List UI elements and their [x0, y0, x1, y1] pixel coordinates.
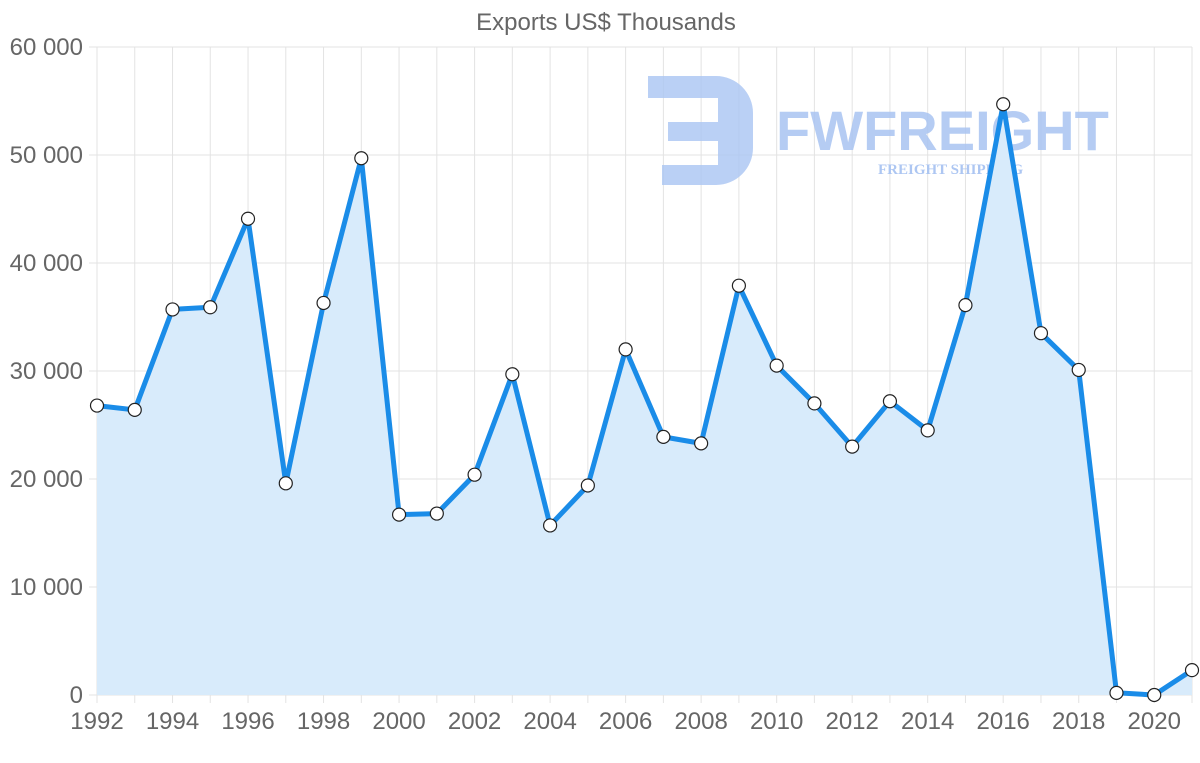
y-tick-label: 10 000: [10, 574, 83, 601]
y-axis-ticks: 0 10 000 20 000 30 000 40 000 50 000 60 000: [10, 34, 83, 709]
data-point-2020[interactable]: [1147, 687, 1162, 703]
watermark-brand: FWFREIGHT: [776, 99, 1109, 162]
series-line-exports: [94, 101, 1195, 698]
x-tick-label: 2016: [977, 708, 1030, 735]
data-point-2005[interactable]: [580, 478, 595, 493]
x-tick-label: 1998: [297, 708, 350, 735]
data-point-2013[interactable]: [882, 394, 898, 409]
x-tick-label: 2012: [825, 708, 878, 735]
x-tick-label: 2008: [674, 708, 727, 735]
data-point-2009[interactable]: [731, 278, 746, 293]
y-tick-label: 20 000: [10, 466, 83, 493]
x-tick-label: 2020: [1128, 708, 1181, 735]
watermark-tagline: FREIGHT SHIPPING: [878, 162, 1023, 178]
data-point-2001[interactable]: [429, 506, 444, 521]
data-point-2003[interactable]: [505, 367, 520, 382]
data-point-2014[interactable]: [920, 423, 935, 438]
data-point-2018[interactable]: [1071, 362, 1086, 378]
x-tick-label: 2002: [448, 708, 501, 735]
series-area-layer: [97, 104, 1192, 695]
data-point-1995[interactable]: [203, 300, 218, 315]
y-tick-label: 40 000: [10, 250, 83, 277]
series-area-exports: [97, 104, 1192, 695]
x-tick-label: 2014: [901, 708, 954, 735]
data-point-2008[interactable]: [694, 436, 709, 451]
series-line-layer: [94, 101, 1195, 698]
y-tick-label: 0: [70, 682, 83, 709]
x-tick-label: 2010: [750, 708, 803, 735]
data-points: [89, 97, 1200, 703]
y-tick-label: 50 000: [10, 142, 83, 169]
data-point-2019[interactable]: [1109, 685, 1124, 700]
x-tick-label: 2006: [599, 708, 652, 735]
data-point-1994[interactable]: [165, 302, 180, 317]
y-tick-label: 30 000: [10, 358, 83, 385]
x-tick-label: 1994: [146, 708, 199, 735]
data-point-1998[interactable]: [316, 295, 331, 311]
data-point-2006[interactable]: [618, 342, 633, 357]
data-point-2002[interactable]: [467, 467, 482, 482]
data-point-2021[interactable]: [1184, 663, 1200, 678]
data-point-2015[interactable]: [958, 298, 973, 313]
data-point-1997[interactable]: [278, 476, 293, 491]
y-tick-label: 60 000: [10, 34, 83, 61]
x-axis-ticks: 1992 1994 1996 1998 2000 2002 2004 2006 2008 2010…: [70, 708, 1181, 735]
x-tick-label: 1996: [221, 708, 274, 735]
chart-title: Exports US$ Thousands: [476, 9, 736, 36]
data-point-1992[interactable]: [89, 398, 105, 413]
x-tick-label: 2018: [1052, 708, 1105, 735]
data-point-2007[interactable]: [656, 429, 671, 444]
x-tick-label: 2004: [523, 708, 576, 735]
x-tick-label: 1992: [70, 708, 123, 735]
data-point-1999[interactable]: [354, 151, 369, 166]
data-point-2012[interactable]: [845, 439, 860, 454]
fwfreight-logo-icon: [648, 76, 753, 185]
data-point-1996[interactable]: [240, 211, 256, 226]
watermark-logo: FWFREIGHT FREIGHT SHIPPING: [648, 76, 1109, 185]
data-point-2011[interactable]: [807, 396, 822, 411]
data-point-2017[interactable]: [1033, 326, 1049, 341]
data-point-2010[interactable]: [769, 358, 784, 373]
x-tick-label: 2000: [372, 708, 425, 735]
data-point-2000[interactable]: [391, 507, 407, 522]
data-point-1993[interactable]: [127, 402, 142, 417]
data-point-2016[interactable]: [996, 97, 1011, 112]
data-point-2004[interactable]: [543, 518, 558, 533]
